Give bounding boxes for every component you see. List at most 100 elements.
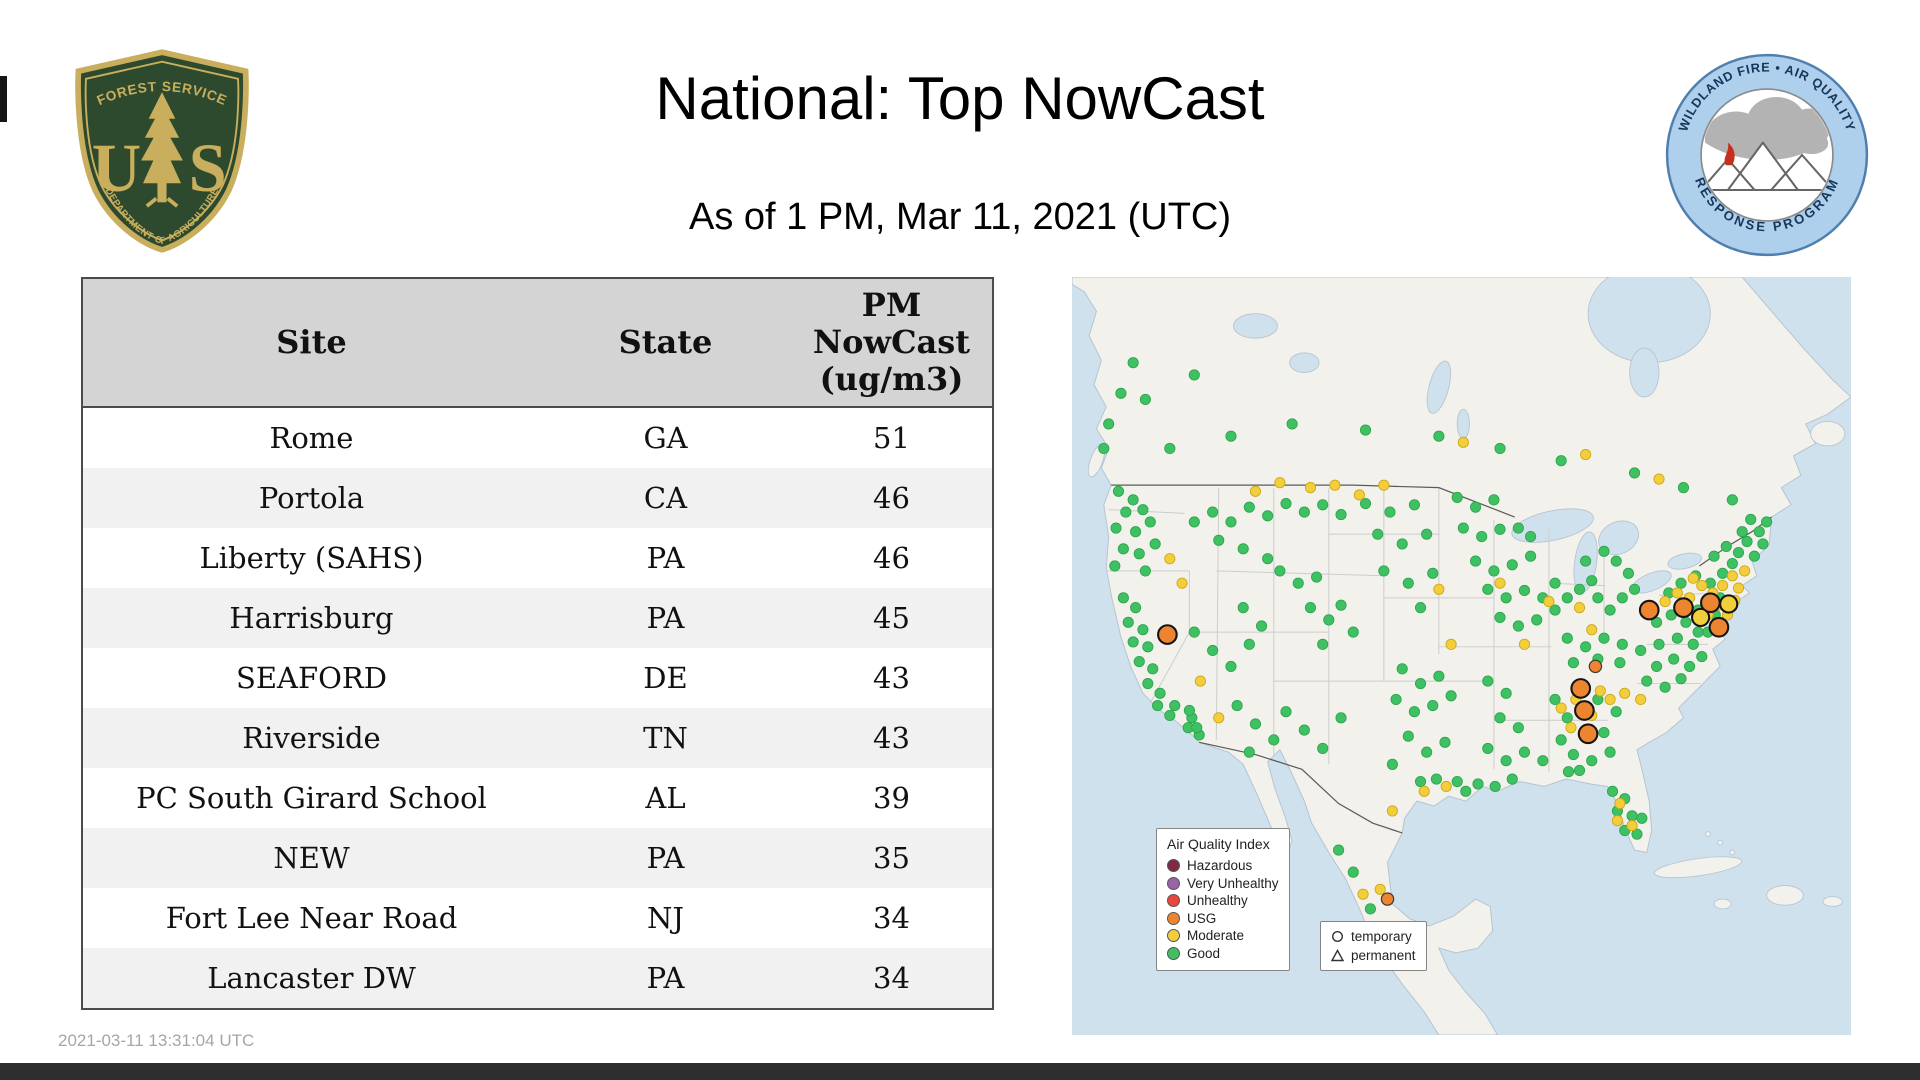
monitor-dot-good: [1567, 657, 1579, 669]
monitor-dot-moderate: [1573, 602, 1586, 614]
monitor-dot-good: [1598, 545, 1610, 557]
monitor-dot-good: [1653, 638, 1665, 650]
monitor-dot-moderate: [1518, 638, 1531, 650]
monitor-dot-moderate: [1357, 888, 1369, 900]
monitor-dot-good: [1580, 555, 1592, 567]
legend-item-temporary: temporary: [1331, 929, 1416, 944]
monitor-dot-moderate: [1726, 570, 1738, 582]
monitor-dot-good: [1280, 706, 1292, 718]
monitor-dot-good: [1650, 660, 1663, 672]
monitor-dot-moderate: [1696, 580, 1708, 592]
monitor-dot-good: [1687, 638, 1699, 650]
cell-state: GA: [643, 421, 688, 455]
monitor-dot-good: [1109, 560, 1121, 572]
monitor-dot-good: [1164, 709, 1176, 721]
monitor-dot-moderate: [1659, 595, 1671, 608]
monitor-dot-good: [1476, 531, 1488, 543]
generation-timestamp: 2021-03-11 13:31:04 UTC: [58, 1031, 255, 1050]
monitor-dot-moderate: [1374, 883, 1386, 895]
monitor-dot-good: [1628, 467, 1641, 479]
cell-state: PA: [646, 961, 685, 995]
monitor-dot-good: [1433, 430, 1445, 442]
monitor-dot-moderate: [1555, 702, 1567, 714]
monitor-dot-moderate: [1445, 638, 1457, 650]
table-row: Harrisburg PA 45: [82, 588, 993, 648]
monitor-dot-good: [1402, 577, 1414, 589]
monitor-dot-usg_large: [1577, 723, 1599, 745]
monitor-type-legend: temporary permanent: [1320, 921, 1427, 971]
monitor-dot-good: [1489, 780, 1501, 792]
monitor-dot-moderate: [1543, 595, 1555, 608]
table-row: Riverside TN 43: [82, 708, 993, 768]
monitor-dot-good: [1280, 497, 1292, 510]
monitor-dot-good: [1103, 418, 1115, 430]
lake-huron: [1598, 520, 1640, 556]
cell-site: Lancaster DW: [207, 961, 416, 995]
monitor-dot-usg_large: [1157, 624, 1178, 645]
monitor-dot-good: [1359, 424, 1372, 436]
monitor-dot-good: [1604, 604, 1616, 616]
table-row: PC South Girard School AL 39: [82, 768, 993, 828]
flame-icon: [1724, 142, 1735, 166]
table-row: Lancaster DW PA 34: [82, 948, 993, 1009]
aqi-color-dot: [1167, 859, 1180, 873]
cell-site: NEW: [273, 841, 350, 875]
monitor-dot-good: [1616, 638, 1628, 650]
monitor-dot-good: [1335, 712, 1347, 724]
monitor-dot-good: [1130, 526, 1142, 538]
monitor-dot-good: [1298, 724, 1310, 736]
monitor-dot-good: [1225, 430, 1237, 442]
monitor-dot-good: [1469, 555, 1482, 567]
monitor-dot-good: [1668, 653, 1680, 665]
monitor-dot-good: [1268, 734, 1280, 746]
monitor-dot-good: [1692, 626, 1704, 638]
monitor-dot-good: [1137, 624, 1149, 636]
monitor-dot-good: [1717, 567, 1729, 579]
monitor-dot-good: [1500, 592, 1512, 604]
cell-pm-nowcast: 43: [873, 661, 910, 695]
monitor-dot-good: [1317, 638, 1329, 650]
cell-pm-nowcast: 46: [873, 481, 910, 515]
monitor-dot-good: [1133, 548, 1145, 560]
monitor-dot-good: [1720, 540, 1732, 552]
monitor-dot-good: [1408, 499, 1420, 511]
monitor-dot-good: [1421, 746, 1433, 758]
monitor-dot-good: [1130, 602, 1142, 614]
monitor-dot-good: [1237, 543, 1249, 555]
aqi-legend-item: Very Unhealthy: [1167, 875, 1279, 893]
monitor-dot-good: [1451, 775, 1463, 788]
cell-pm-nowcast: 35: [873, 841, 910, 875]
cell-state: NJ: [646, 901, 684, 935]
monitor-dot-usg_small: [1588, 659, 1603, 674]
monitor-dot-good: [1191, 722, 1203, 734]
cell-site: Liberty (SAHS): [199, 541, 424, 575]
monitor-dot-moderate: [1653, 473, 1665, 485]
monitor-dot-moderate: [1194, 675, 1206, 687]
monitor-dot-good: [1188, 516, 1200, 528]
cell-site: Rome: [269, 421, 354, 455]
pine-tree-icon: [141, 92, 183, 208]
monitor-dot-good: [1696, 651, 1708, 663]
monitor-dot-good: [1555, 455, 1567, 467]
monitor-dot-moderate: [1304, 482, 1317, 494]
legend-label-temporary: temporary: [1351, 929, 1412, 944]
monitor-dot-moderate: [1687, 572, 1699, 584]
monitor-dot-good: [1518, 584, 1531, 597]
aqi-color-dot: [1167, 911, 1180, 925]
monitor-dot-moderate: [1732, 582, 1745, 594]
monitor-dot-moderate: [1614, 797, 1626, 810]
monitor-dot-moderate: [1635, 693, 1647, 706]
monitor-dot-good: [1304, 602, 1317, 614]
cell-pm-nowcast: 43: [873, 721, 910, 755]
monitor-dot-usg_large: [1570, 678, 1592, 699]
monitor-dot-good: [1494, 712, 1506, 724]
monitor-dot-good: [1414, 775, 1427, 788]
monitor-dot-good: [1586, 575, 1598, 587]
monitor-dot-good: [1142, 641, 1154, 653]
monitor-dot-good: [1231, 700, 1243, 712]
cell-state: DE: [643, 661, 688, 695]
monitor-dot-good: [1225, 660, 1237, 672]
monitor-dot-good: [1641, 675, 1653, 687]
cell-site: Riverside: [242, 721, 381, 755]
monitor-dot-good: [1298, 506, 1310, 518]
